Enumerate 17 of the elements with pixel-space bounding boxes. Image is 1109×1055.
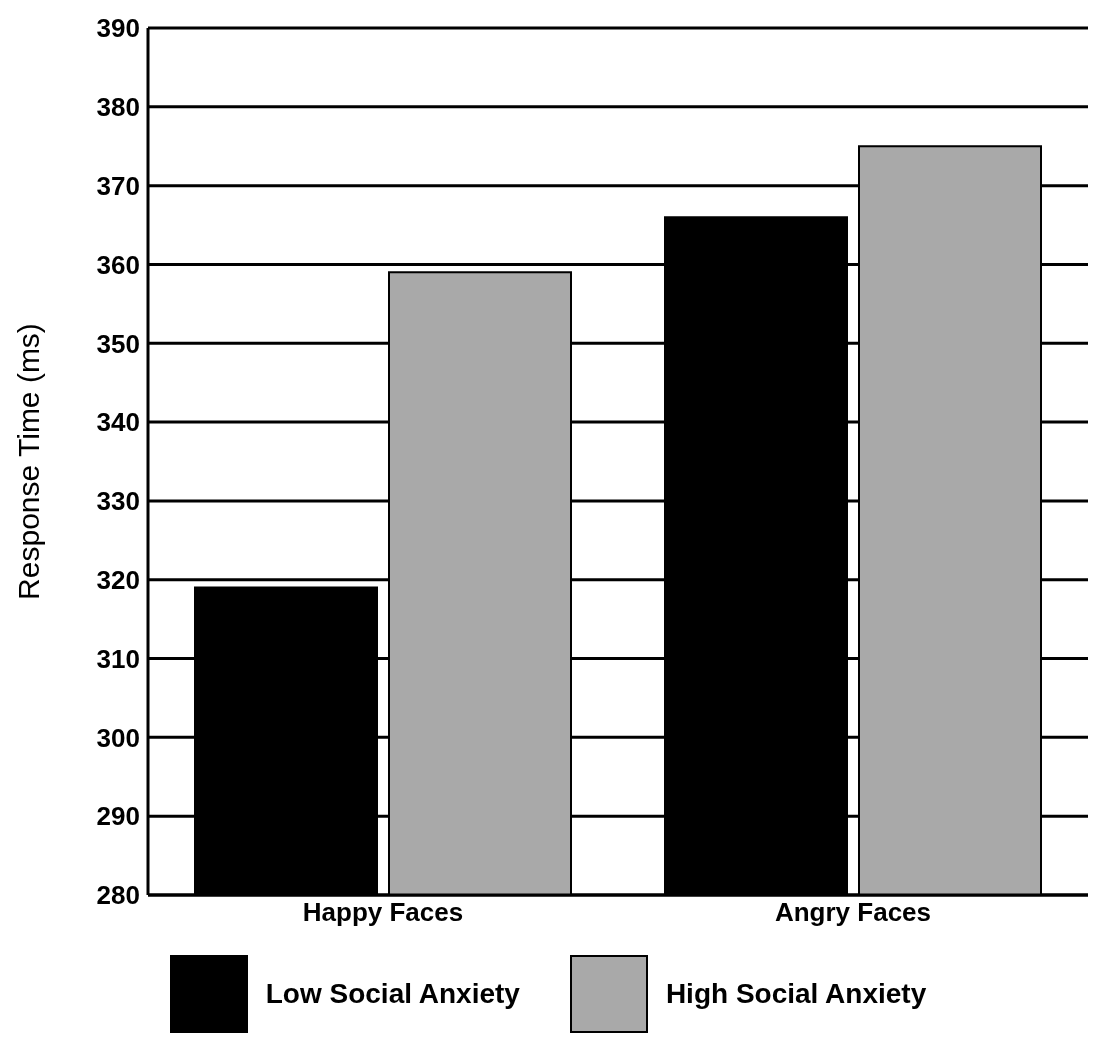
y-tick-label: 290 <box>96 801 140 832</box>
y-tick-label: 330 <box>96 486 140 517</box>
y-tick-label: 300 <box>96 722 140 753</box>
y-tick-label: 280 <box>96 880 140 911</box>
y-tick-label: 380 <box>96 92 140 123</box>
y-tick-label: 310 <box>96 643 140 674</box>
y-axis-title: Response Time (ms) <box>11 323 45 600</box>
text: Low Social Anxiety <box>265 978 520 1010</box>
x-tick-label: Angry Faces <box>774 897 932 928</box>
x-tick-label: Happy Faces <box>302 897 464 928</box>
y-tick-label: 350 <box>96 328 140 359</box>
text: High Social Anxiety <box>665 978 927 1010</box>
y-tick-label: 320 <box>96 564 140 595</box>
y-tick-label: 390 <box>96 13 140 44</box>
y-tick-label: 360 <box>96 249 140 280</box>
y-tick-label: 340 <box>96 407 140 438</box>
y-tick-label: 370 <box>96 170 140 201</box>
